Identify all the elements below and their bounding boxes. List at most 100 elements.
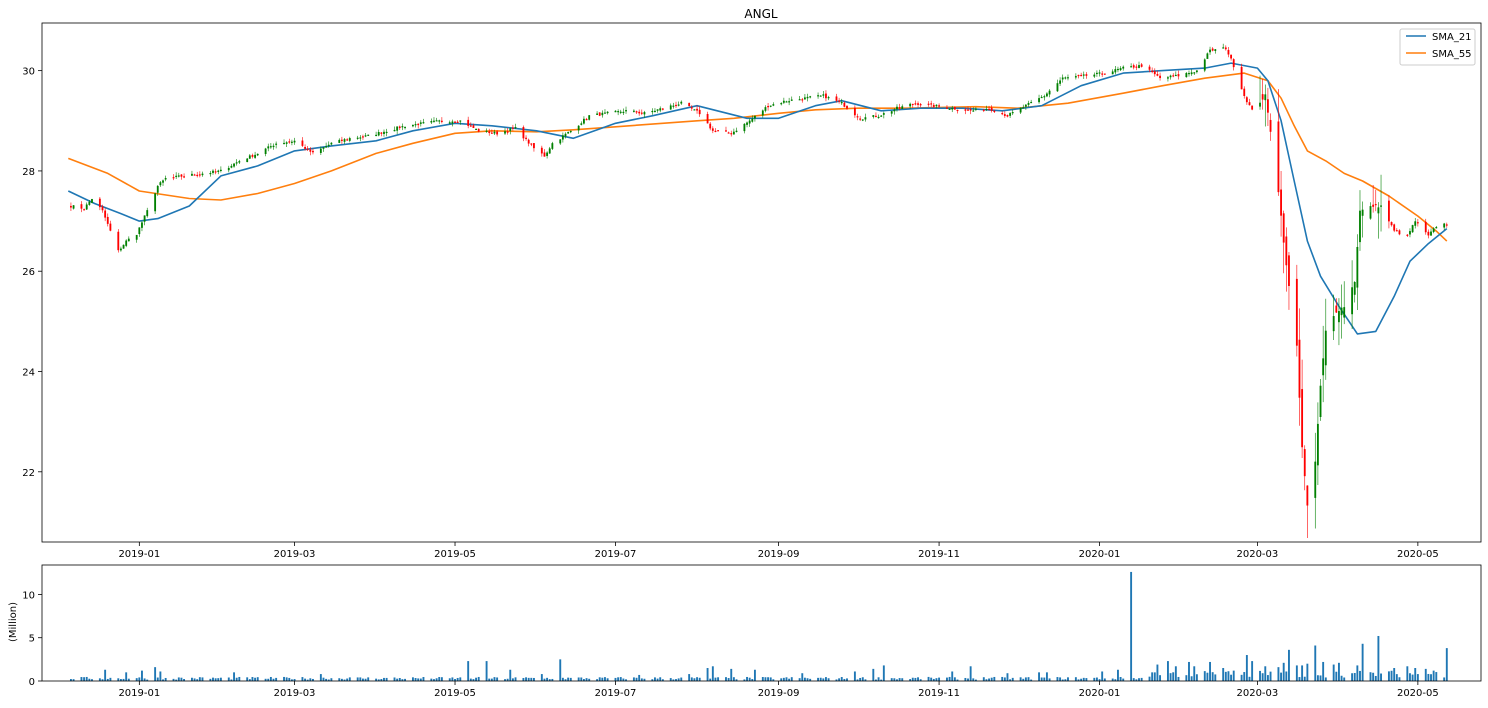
candle-up (788, 101, 791, 103)
volume-bar (1174, 666, 1177, 681)
volume-bar (1156, 664, 1159, 681)
candle-up (201, 173, 204, 176)
volume-bar (256, 677, 259, 681)
volume-bar (680, 677, 683, 681)
volume-bar (1166, 661, 1169, 681)
candle-up (325, 146, 328, 148)
volume-bar (822, 678, 825, 681)
volume-bar (180, 677, 183, 681)
volume-bar (496, 677, 499, 681)
candle-up (672, 105, 675, 107)
volume-bar (141, 670, 143, 681)
volume-bar (435, 678, 438, 681)
volume-bar-series (69, 571, 1448, 681)
volume-bar (411, 677, 414, 681)
candle-up (1435, 227, 1438, 229)
volume-bar (359, 677, 362, 681)
volume-bar (322, 677, 325, 681)
volume-bar (454, 678, 456, 681)
candle-up (254, 154, 257, 158)
volume-bar (711, 666, 714, 681)
volume-bar (230, 679, 233, 681)
volume-bar (522, 677, 525, 681)
candle-up (1356, 246, 1359, 288)
legend-box (1399, 28, 1476, 66)
candle-down (690, 107, 693, 109)
volume-bar (688, 674, 691, 681)
candle-up (1409, 231, 1411, 235)
volume-bar (669, 678, 672, 681)
volume-bar (1372, 672, 1375, 681)
volume-bar (919, 679, 922, 681)
volume-bar (283, 676, 285, 681)
volume-bar (617, 677, 620, 681)
candle-down (1224, 47, 1227, 50)
candle-up (422, 122, 425, 124)
candle-up (356, 137, 359, 139)
candle-up (1098, 72, 1101, 74)
volume-bar (1406, 666, 1409, 681)
volume-bar (506, 678, 509, 681)
volume-bar (982, 677, 985, 681)
volume-bar (638, 674, 641, 681)
candle-up (1338, 311, 1340, 323)
volume-bar (601, 677, 604, 681)
volume-bar (1424, 668, 1427, 681)
candle-down (1395, 230, 1398, 232)
volume-bar (456, 677, 459, 681)
candle-up (622, 111, 625, 114)
candle-down (1269, 119, 1272, 132)
candle-up (475, 128, 477, 131)
candle-down (930, 103, 933, 105)
volume-bar (964, 677, 967, 681)
candle-down (496, 131, 499, 135)
candle-down (527, 139, 530, 144)
candle-down (846, 105, 848, 109)
candle-up (619, 111, 622, 113)
volume-bar (1288, 649, 1290, 681)
candle-up (1074, 76, 1077, 78)
candle-up (583, 118, 585, 124)
candle-down (251, 155, 254, 157)
candle-down (688, 102, 691, 107)
volume-bar (788, 678, 791, 681)
volume-bar (935, 678, 938, 681)
candle-up (1064, 77, 1067, 79)
candle-up (330, 142, 333, 145)
volume-bar (1361, 643, 1364, 681)
volume-bar (472, 679, 475, 681)
candle-up (643, 112, 646, 115)
price-y-tick-label: 22 (22, 468, 35, 479)
volume-bar (838, 678, 841, 681)
candle-up (1185, 72, 1188, 78)
candle-up (1019, 107, 1022, 113)
candle-up (1169, 75, 1172, 78)
volume-bar (1316, 675, 1319, 681)
volume-y-axis-label: (Million) (8, 602, 19, 642)
candle-up (935, 104, 938, 107)
candle-down (1080, 74, 1083, 77)
volume-bar (1337, 662, 1340, 681)
candle-down (533, 143, 535, 149)
volume-bar (1003, 677, 1006, 681)
price-x-tick-label: 2020-01 (1079, 549, 1121, 560)
volume-bar (582, 679, 585, 681)
candle-down (477, 128, 480, 132)
candle-down (380, 132, 383, 134)
volume-bar (1027, 677, 1030, 681)
candle-down (640, 112, 643, 114)
candle-up (1082, 74, 1085, 76)
volume-bar (198, 677, 201, 681)
candle-down (1251, 105, 1254, 110)
candle-up (1040, 96, 1043, 99)
candle-up (1259, 102, 1261, 107)
volume-bar (569, 677, 572, 681)
volume-bar (346, 678, 349, 681)
candle-up (561, 135, 564, 140)
candle-down (1243, 88, 1246, 97)
candle-down (340, 139, 343, 141)
price-x-tick-label: 2019-09 (758, 549, 800, 560)
candle-up (1188, 72, 1190, 75)
candle-up (654, 110, 656, 113)
